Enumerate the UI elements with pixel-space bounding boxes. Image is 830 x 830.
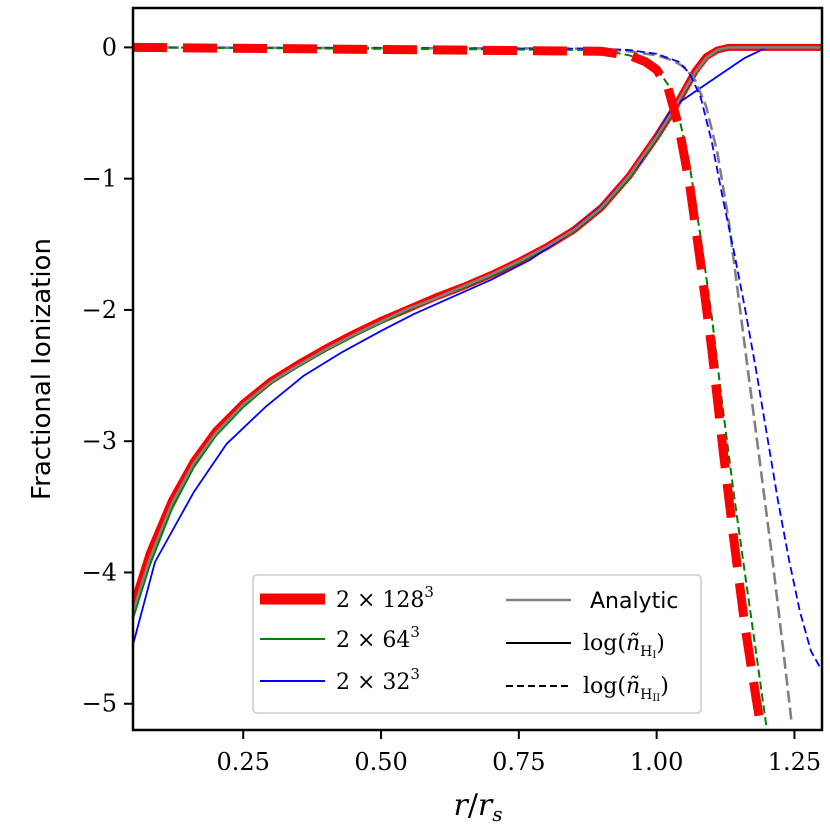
y-tick-label: −5 [82,690,117,718]
series-line-analytic-hi [133,46,822,613]
x-tick-label: 1.25 [768,748,821,776]
legend-label-analytic: Analytic [590,589,678,614]
series-line-res64-hi [133,46,822,619]
x-tick-label: 1.00 [630,748,683,776]
y-tick-label: −3 [82,427,117,455]
plot-frame [131,6,824,732]
series-layer [133,42,822,730]
x-tick-label: 0.75 [492,748,545,776]
y-tick-label: −1 [82,165,117,193]
legend-label-res128: 2 × 1283 [336,583,434,613]
legend-label-res32: 2 × 323 [336,665,420,695]
series-line-analytic-hii [133,46,793,724]
series-line-res32-hii [133,46,822,672]
x-axis-label-sub: s [492,802,502,826]
x-axis-label-slash: / [468,788,479,823]
x-axis-label-r: r [453,788,469,823]
x-axis-label: r/rs [453,788,502,826]
x-axis-label-rs: r [478,788,494,823]
series-line-res128-hi [133,43,822,607]
y-tick-label: −2 [82,296,117,324]
y-tick-label: −4 [82,558,117,586]
y-axis: 0 −1 −2 −3 −4 −5 [82,33,133,718]
y-tick-label: 0 [102,33,117,61]
x-axis: 0.25 0.50 0.75 1.00 1.25 [217,730,821,776]
legend-box [252,574,702,714]
y-axis-label: Fractional Ionization [27,238,57,500]
x-tick-label: 0.25 [217,748,270,776]
series-line-res32-hi [133,46,822,645]
x-tick-label: 0.50 [354,748,407,776]
series-line-res128-hii [133,42,766,730]
legend-label-res64: 2 × 643 [336,623,420,653]
legend: 2 × 1283 2 × 643 2 × 323 Analytic log(ñH… [252,574,702,714]
